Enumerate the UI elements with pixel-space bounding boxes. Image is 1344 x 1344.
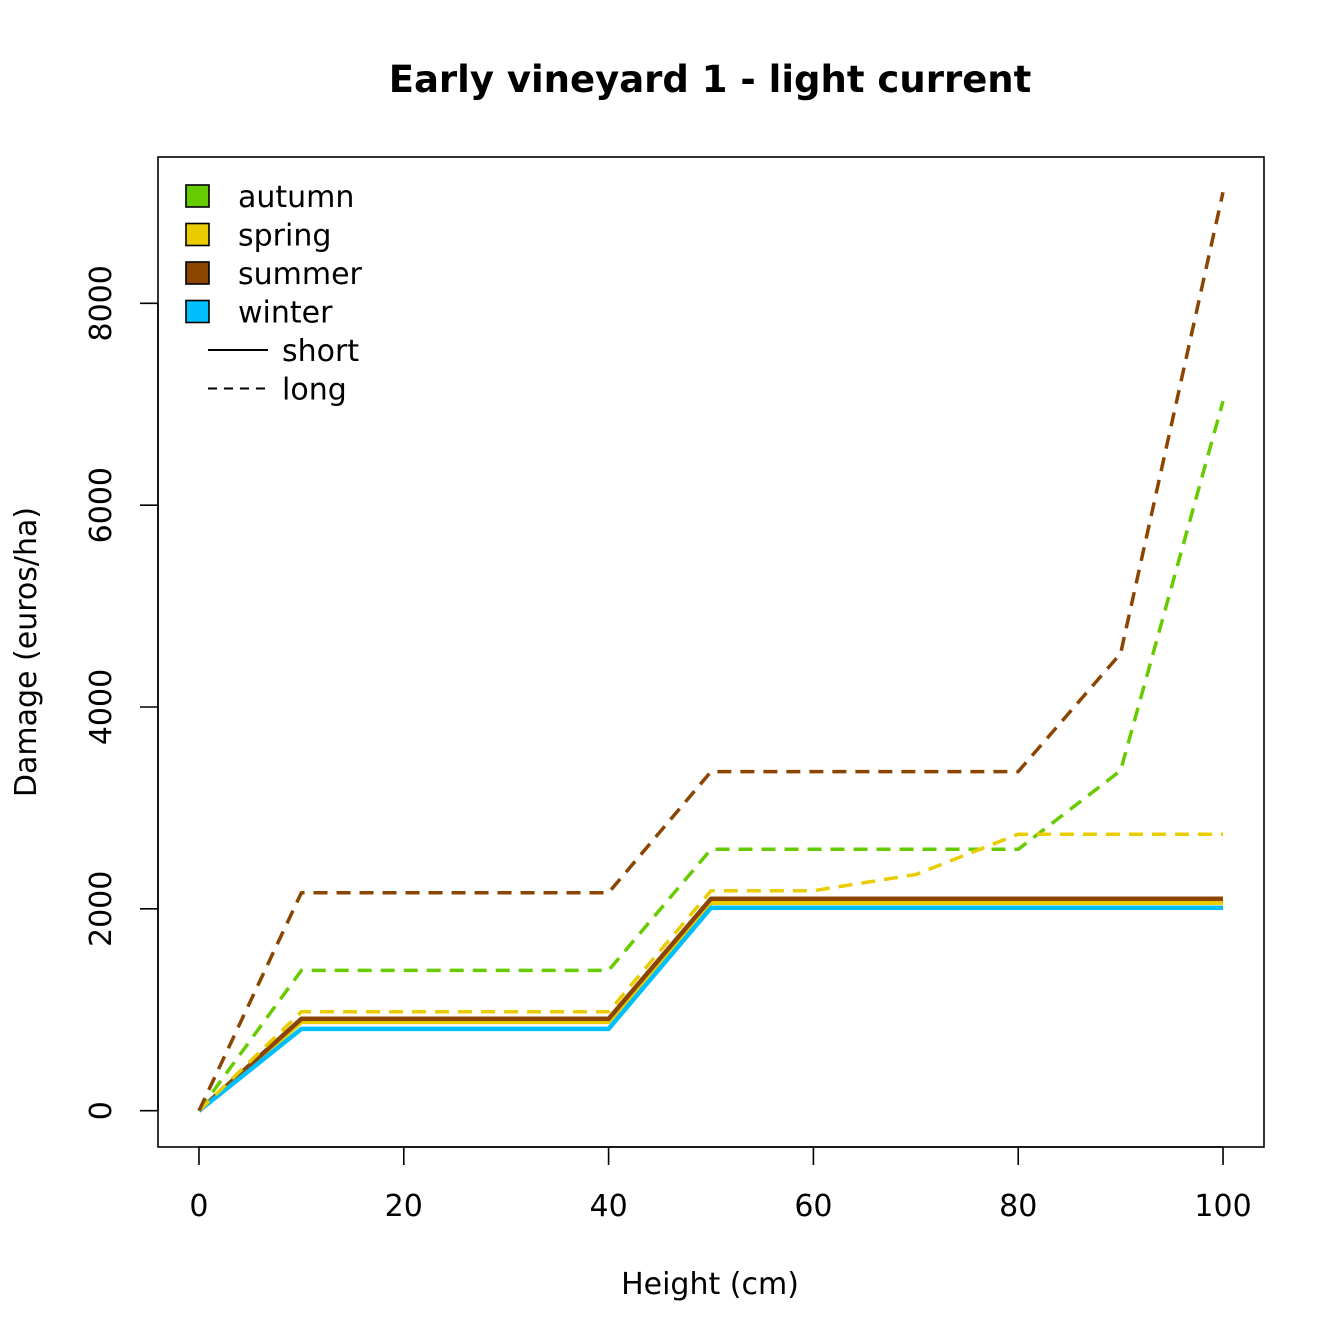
y-tick-label: 8000 [84, 265, 119, 341]
legend-swatch-summer [185, 261, 210, 285]
legend-swatch-autumn [185, 184, 210, 208]
y-axis-label: Damage (euros/ha) [9, 507, 44, 797]
y-tick-label: 0 [84, 1101, 119, 1120]
x-tick-label: 0 [189, 1189, 208, 1224]
series-line-spring-long [197, 832, 1223, 1112]
y-tick-label: 6000 [84, 467, 119, 543]
x-tick-label: 20 [385, 1189, 423, 1224]
series-line-summer-long [197, 191, 1225, 1112]
y-axis: 0 2000 4000 6000 8000 [84, 265, 159, 1120]
legend-label-summer: summer [238, 257, 363, 292]
legend-label-spring: spring [238, 219, 331, 254]
legend-label-short: short [282, 334, 359, 369]
legend-label-winter: winter [238, 296, 333, 331]
legend-label-autumn: autumn [238, 180, 354, 215]
y-tick-label: 4000 [84, 669, 119, 745]
legend-swatch-spring [185, 222, 210, 247]
series-line-summer-short [197, 896, 1223, 1113]
series-line-autumn-long [197, 400, 1225, 1112]
series-line-winter-short [197, 905, 1223, 1113]
x-tick-label: 100 [1194, 1189, 1251, 1224]
x-tick-label: 60 [794, 1189, 832, 1224]
chart-title: Early vineyard 1 - light current [389, 58, 1032, 101]
series-layer [197, 191, 1225, 1113]
series-line-spring-short [197, 900, 1223, 1113]
series-line-autumn-short [197, 898, 1223, 1113]
y-tick-label: 2000 [84, 871, 119, 947]
x-tick-label: 80 [999, 1189, 1037, 1224]
legend-swatch-winter [185, 299, 210, 324]
x-axis: 0 20 40 60 80 100 [189, 1146, 1252, 1224]
x-tick-label: 40 [589, 1189, 627, 1224]
x-axis-label: Height (cm) [621, 1267, 799, 1302]
legend-label-long: long [282, 373, 347, 408]
